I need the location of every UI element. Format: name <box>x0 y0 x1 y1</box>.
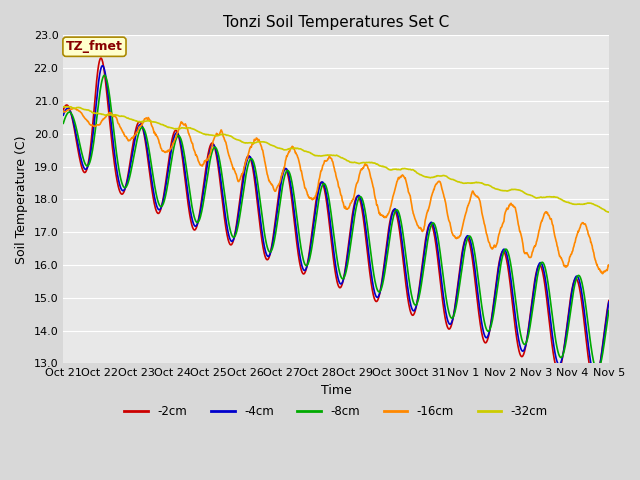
-4cm <box>168 144 175 150</box>
-32cm <box>605 209 612 215</box>
-32cm <box>492 186 500 192</box>
-4cm <box>541 271 548 276</box>
-8cm <box>605 308 612 313</box>
-2cm <box>60 107 67 113</box>
-8cm <box>492 293 500 299</box>
-4cm <box>60 112 67 118</box>
-16cm <box>598 271 606 276</box>
-8cm <box>242 172 250 178</box>
-2cm <box>492 278 500 284</box>
-8cm <box>100 72 108 78</box>
-8cm <box>594 368 602 373</box>
-16cm <box>541 211 548 216</box>
-32cm <box>541 194 548 200</box>
-16cm <box>605 263 612 269</box>
-2cm <box>97 55 105 61</box>
-32cm <box>63 104 71 109</box>
-16cm <box>242 158 250 164</box>
-8cm <box>541 263 548 268</box>
-16cm <box>70 106 77 111</box>
-2cm <box>421 240 429 246</box>
Line: -32cm: -32cm <box>63 107 609 212</box>
-2cm <box>242 157 250 163</box>
-16cm <box>492 242 500 248</box>
-2cm <box>591 381 598 387</box>
-8cm <box>168 156 175 162</box>
-8cm <box>421 256 429 262</box>
-2cm <box>605 298 612 303</box>
-16cm <box>421 219 429 225</box>
-8cm <box>181 156 189 162</box>
-2cm <box>181 176 189 181</box>
-16cm <box>181 121 189 127</box>
Line: -16cm: -16cm <box>63 108 609 274</box>
-4cm <box>592 375 600 381</box>
X-axis label: Time: Time <box>321 384 351 397</box>
-8cm <box>60 120 67 126</box>
Y-axis label: Soil Temperature (C): Soil Temperature (C) <box>15 135 28 264</box>
-32cm <box>168 125 175 131</box>
-16cm <box>60 108 67 114</box>
-32cm <box>60 104 67 110</box>
-4cm <box>605 299 612 305</box>
-4cm <box>242 161 250 167</box>
-4cm <box>492 282 500 288</box>
-32cm <box>421 174 429 180</box>
-2cm <box>541 279 548 285</box>
-16cm <box>168 144 175 149</box>
Line: -4cm: -4cm <box>63 66 609 378</box>
-2cm <box>168 138 175 144</box>
-32cm <box>181 125 189 131</box>
Title: Tonzi Soil Temperatures Set C: Tonzi Soil Temperatures Set C <box>223 15 449 30</box>
-4cm <box>99 63 106 69</box>
-4cm <box>181 168 189 174</box>
-32cm <box>242 140 250 146</box>
Legend: -2cm, -4cm, -8cm, -16cm, -32cm: -2cm, -4cm, -8cm, -16cm, -32cm <box>120 401 552 423</box>
Line: -2cm: -2cm <box>63 58 609 384</box>
Line: -8cm: -8cm <box>63 75 609 371</box>
-4cm <box>421 244 429 250</box>
Text: TZ_fmet: TZ_fmet <box>66 40 123 53</box>
